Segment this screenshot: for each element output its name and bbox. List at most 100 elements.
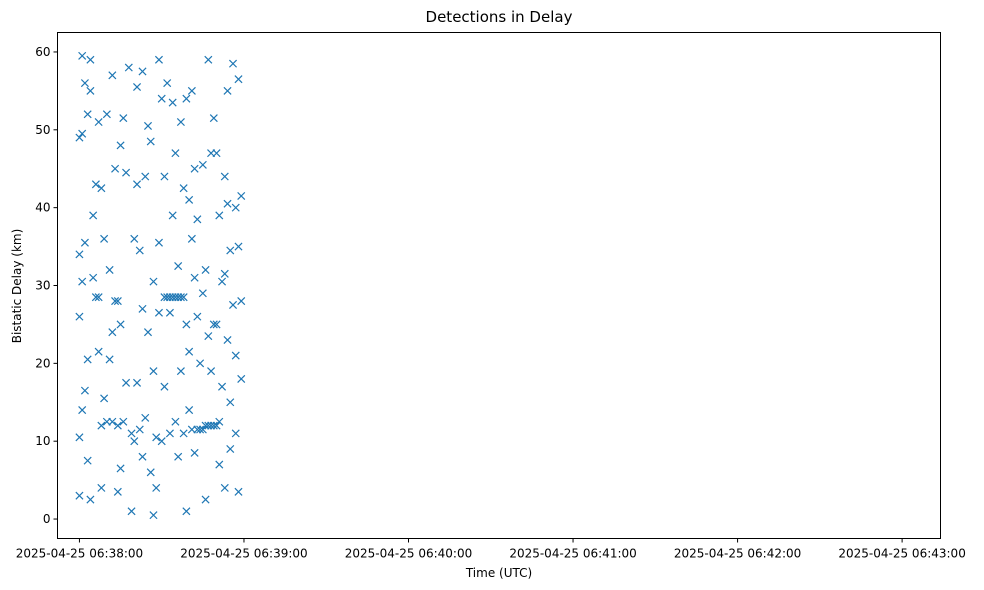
data-point xyxy=(160,382,169,391)
data-point xyxy=(141,413,150,422)
chart-title: Detections in Delay xyxy=(426,8,573,26)
data-point xyxy=(218,382,227,391)
data-point xyxy=(146,137,155,146)
data-point xyxy=(152,483,161,492)
data-point xyxy=(157,94,166,103)
data-point xyxy=(234,75,243,84)
data-point xyxy=(75,491,84,500)
data-point xyxy=(80,79,89,88)
data-point xyxy=(94,117,103,127)
data-point xyxy=(127,429,136,438)
data-point xyxy=(196,425,205,434)
data-point xyxy=(190,164,199,173)
data-point xyxy=(212,149,221,158)
data-point xyxy=(86,55,95,64)
data-point xyxy=(108,71,117,80)
data-point xyxy=(209,320,218,329)
data-point xyxy=(80,238,89,247)
data-point xyxy=(212,421,221,430)
data-point xyxy=(94,293,103,302)
data-point xyxy=(133,82,142,92)
data-point xyxy=(182,320,191,329)
data-point xyxy=(124,63,133,72)
data-point xyxy=(146,468,155,477)
data-point xyxy=(133,180,142,189)
data-point xyxy=(212,320,221,329)
data-point xyxy=(168,98,177,107)
data-point xyxy=(234,487,243,496)
data-point xyxy=(234,242,243,251)
data-point xyxy=(138,67,147,76)
y-tick-label: 20 xyxy=(35,356,50,370)
data-point xyxy=(223,199,232,208)
data-point xyxy=(237,374,246,383)
data-point xyxy=(223,335,232,345)
data-point xyxy=(226,398,235,407)
data-point xyxy=(157,437,166,446)
y-tick-label: 10 xyxy=(35,434,50,448)
data-point xyxy=(97,483,106,492)
data-point xyxy=(154,55,163,64)
data-point xyxy=(220,269,229,278)
data-point xyxy=(130,437,139,446)
data-point xyxy=(86,495,95,504)
data-point xyxy=(78,129,87,138)
data-point xyxy=(122,378,131,387)
data-point xyxy=(237,297,246,306)
data-point xyxy=(215,417,224,426)
data-point xyxy=(187,86,196,95)
y-axis-label: Bistatic Delay (km) xyxy=(10,229,24,344)
data-point xyxy=(138,304,147,313)
data-point xyxy=(185,195,194,204)
data-point xyxy=(141,172,150,181)
data-point xyxy=(163,79,172,88)
data-point xyxy=(97,421,106,430)
x-axis-label: Time (UTC) xyxy=(465,566,532,580)
data-point xyxy=(149,367,158,376)
data-point xyxy=(105,355,114,364)
data-point xyxy=(75,133,84,142)
data-point xyxy=(179,184,188,193)
data-point xyxy=(209,421,218,430)
data-point xyxy=(97,184,106,193)
data-point xyxy=(89,211,98,220)
data-point xyxy=(91,293,100,302)
data-point xyxy=(223,86,232,95)
data-point xyxy=(75,250,84,259)
data-point xyxy=(83,110,92,119)
data-point xyxy=(75,312,84,321)
data-point xyxy=(176,367,185,376)
data-point xyxy=(201,265,210,274)
data-point xyxy=(220,483,229,492)
data-point xyxy=(113,297,122,306)
data-point xyxy=(75,433,84,442)
data-point xyxy=(86,86,95,95)
data-point xyxy=(198,160,207,169)
data-point xyxy=(78,406,87,415)
data-point xyxy=(83,456,92,465)
data-point xyxy=(228,59,238,68)
data-point xyxy=(168,211,177,220)
x-tick-label: 2025-04-25 06:42:00 xyxy=(674,547,801,561)
data-point xyxy=(119,417,128,426)
y-tick-label: 0 xyxy=(43,512,51,526)
data-point xyxy=(204,332,213,341)
data-point xyxy=(100,394,109,403)
data-point xyxy=(204,55,213,64)
data-point xyxy=(165,429,174,438)
data-point xyxy=(231,351,240,360)
data-point xyxy=(165,308,174,317)
data-point xyxy=(198,289,207,298)
data-point xyxy=(190,273,199,282)
data-point xyxy=(108,417,117,426)
data-point xyxy=(78,277,87,286)
x-tick-label: 2025-04-25 06:43:00 xyxy=(838,547,965,561)
data-point xyxy=(171,149,180,158)
data-point xyxy=(209,114,218,123)
data-point xyxy=(149,511,158,520)
data-point xyxy=(226,246,235,255)
data-point xyxy=(207,367,216,376)
data-point xyxy=(218,277,227,286)
data-point xyxy=(89,273,98,282)
